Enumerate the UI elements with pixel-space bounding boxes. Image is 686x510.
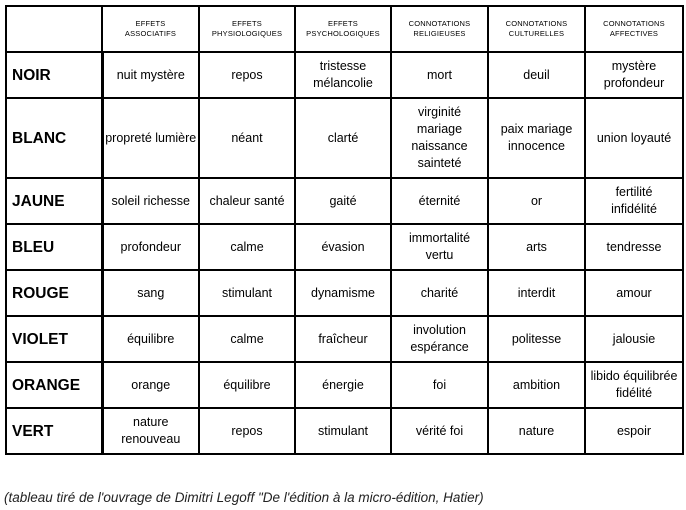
table-cell: nature	[487, 407, 586, 455]
table-cell: mort	[390, 51, 489, 99]
table-cell: gaité	[294, 177, 392, 225]
column-header: CONNOTATIONS AFFECTIVES	[584, 5, 684, 53]
table-row: ROUGE sang stimulant dynamisme charité i…	[5, 269, 684, 317]
table-cell: équilibre	[101, 315, 200, 363]
table-cell: soleil richesse	[101, 177, 200, 225]
row-label: VERT	[5, 407, 104, 455]
table-cell: nuit mystère	[101, 51, 200, 99]
table-cell: dynamisme	[294, 269, 392, 317]
table-cell: virginité mariage naissance sainteté	[390, 97, 489, 179]
column-header: EFFETS PSYCHOLOGIQUES	[294, 5, 392, 53]
table-cell: calme	[198, 223, 296, 271]
table-cell: tristesse mélancolie	[294, 51, 392, 99]
column-header: CONNOTATIONS CULTURELLES	[487, 5, 586, 53]
row-label: JAUNE	[5, 177, 104, 225]
row-label: VIOLET	[5, 315, 104, 363]
table-row: NOIR nuit mystère repos tristesse mélanc…	[5, 51, 684, 99]
table-cell: libido équilibrée fidélité	[584, 361, 684, 409]
table-cell: profondeur	[101, 223, 200, 271]
table-cell: nature renouveau	[101, 407, 200, 455]
row-label: NOIR	[5, 51, 104, 99]
row-label: ROUGE	[5, 269, 104, 317]
table-cell: calme	[198, 315, 296, 363]
table-cell: espoir	[584, 407, 684, 455]
table-cell: néant	[198, 97, 296, 179]
table-cell: mystère profondeur	[584, 51, 684, 99]
table-cell: sang	[101, 269, 200, 317]
table-row: BLEU profondeur calme évasion immortalit…	[5, 223, 684, 271]
table-cell: politesse	[487, 315, 586, 363]
table-cell: ambition	[487, 361, 586, 409]
table-cell: foi	[390, 361, 489, 409]
table-row: ORANGE orange équilibre énergie foi ambi…	[5, 361, 684, 409]
table-cell: jalousie	[584, 315, 684, 363]
table-cell: énergie	[294, 361, 392, 409]
table-cell: vérité foi	[390, 407, 489, 455]
color-meaning-table: EFFETS ASSOCIATIFS EFFETS PHYSIOLOGIQUES…	[5, 5, 684, 455]
table-cell: éternité	[390, 177, 489, 225]
table-cell: fertilité infidélité	[584, 177, 684, 225]
table-cell: interdit	[487, 269, 586, 317]
table-cell: équilibre	[198, 361, 296, 409]
corner-cell	[5, 5, 103, 53]
column-header: CONNOTATIONS RELIGIEUSES	[390, 5, 489, 53]
source-caption: (tableau tiré de l'ouvrage de Dimitri Le…	[4, 490, 484, 505]
header-row: EFFETS ASSOCIATIFS EFFETS PHYSIOLOGIQUES…	[5, 5, 684, 53]
table-cell: deuil	[487, 51, 586, 99]
row-label: BLANC	[5, 97, 104, 179]
table-cell: orange	[101, 361, 200, 409]
table-cell: involution espérance	[390, 315, 489, 363]
table-cell: clarté	[294, 97, 392, 179]
table-cell: évasion	[294, 223, 392, 271]
table-cell: tendresse	[584, 223, 684, 271]
column-header: EFFETS ASSOCIATIFS	[101, 5, 200, 53]
column-header: EFFETS PHYSIOLOGIQUES	[198, 5, 296, 53]
row-label: BLEU	[5, 223, 104, 271]
table-cell: amour	[584, 269, 684, 317]
table-cell: stimulant	[294, 407, 392, 455]
table-cell: or	[487, 177, 586, 225]
table-cell: paix mariage innocence	[487, 97, 586, 179]
table-row: BLANC propreté lumière néant clarté virg…	[5, 97, 684, 179]
table-cell: immortalité vertu	[390, 223, 489, 271]
table-cell: fraîcheur	[294, 315, 392, 363]
table-cell: propreté lumière	[101, 97, 200, 179]
table-cell: stimulant	[198, 269, 296, 317]
table-row: JAUNE soleil richesse chaleur santé gait…	[5, 177, 684, 225]
table-cell: chaleur santé	[198, 177, 296, 225]
table-cell: repos	[198, 51, 296, 99]
table-cell: union loyauté	[584, 97, 684, 179]
table-cell: repos	[198, 407, 296, 455]
table-row: VIOLET équilibre calme fraîcheur involut…	[5, 315, 684, 363]
table-cell: charité	[390, 269, 489, 317]
table-row: VERT nature renouveau repos stimulant vé…	[5, 407, 684, 455]
table-cell: arts	[487, 223, 586, 271]
row-label: ORANGE	[5, 361, 104, 409]
